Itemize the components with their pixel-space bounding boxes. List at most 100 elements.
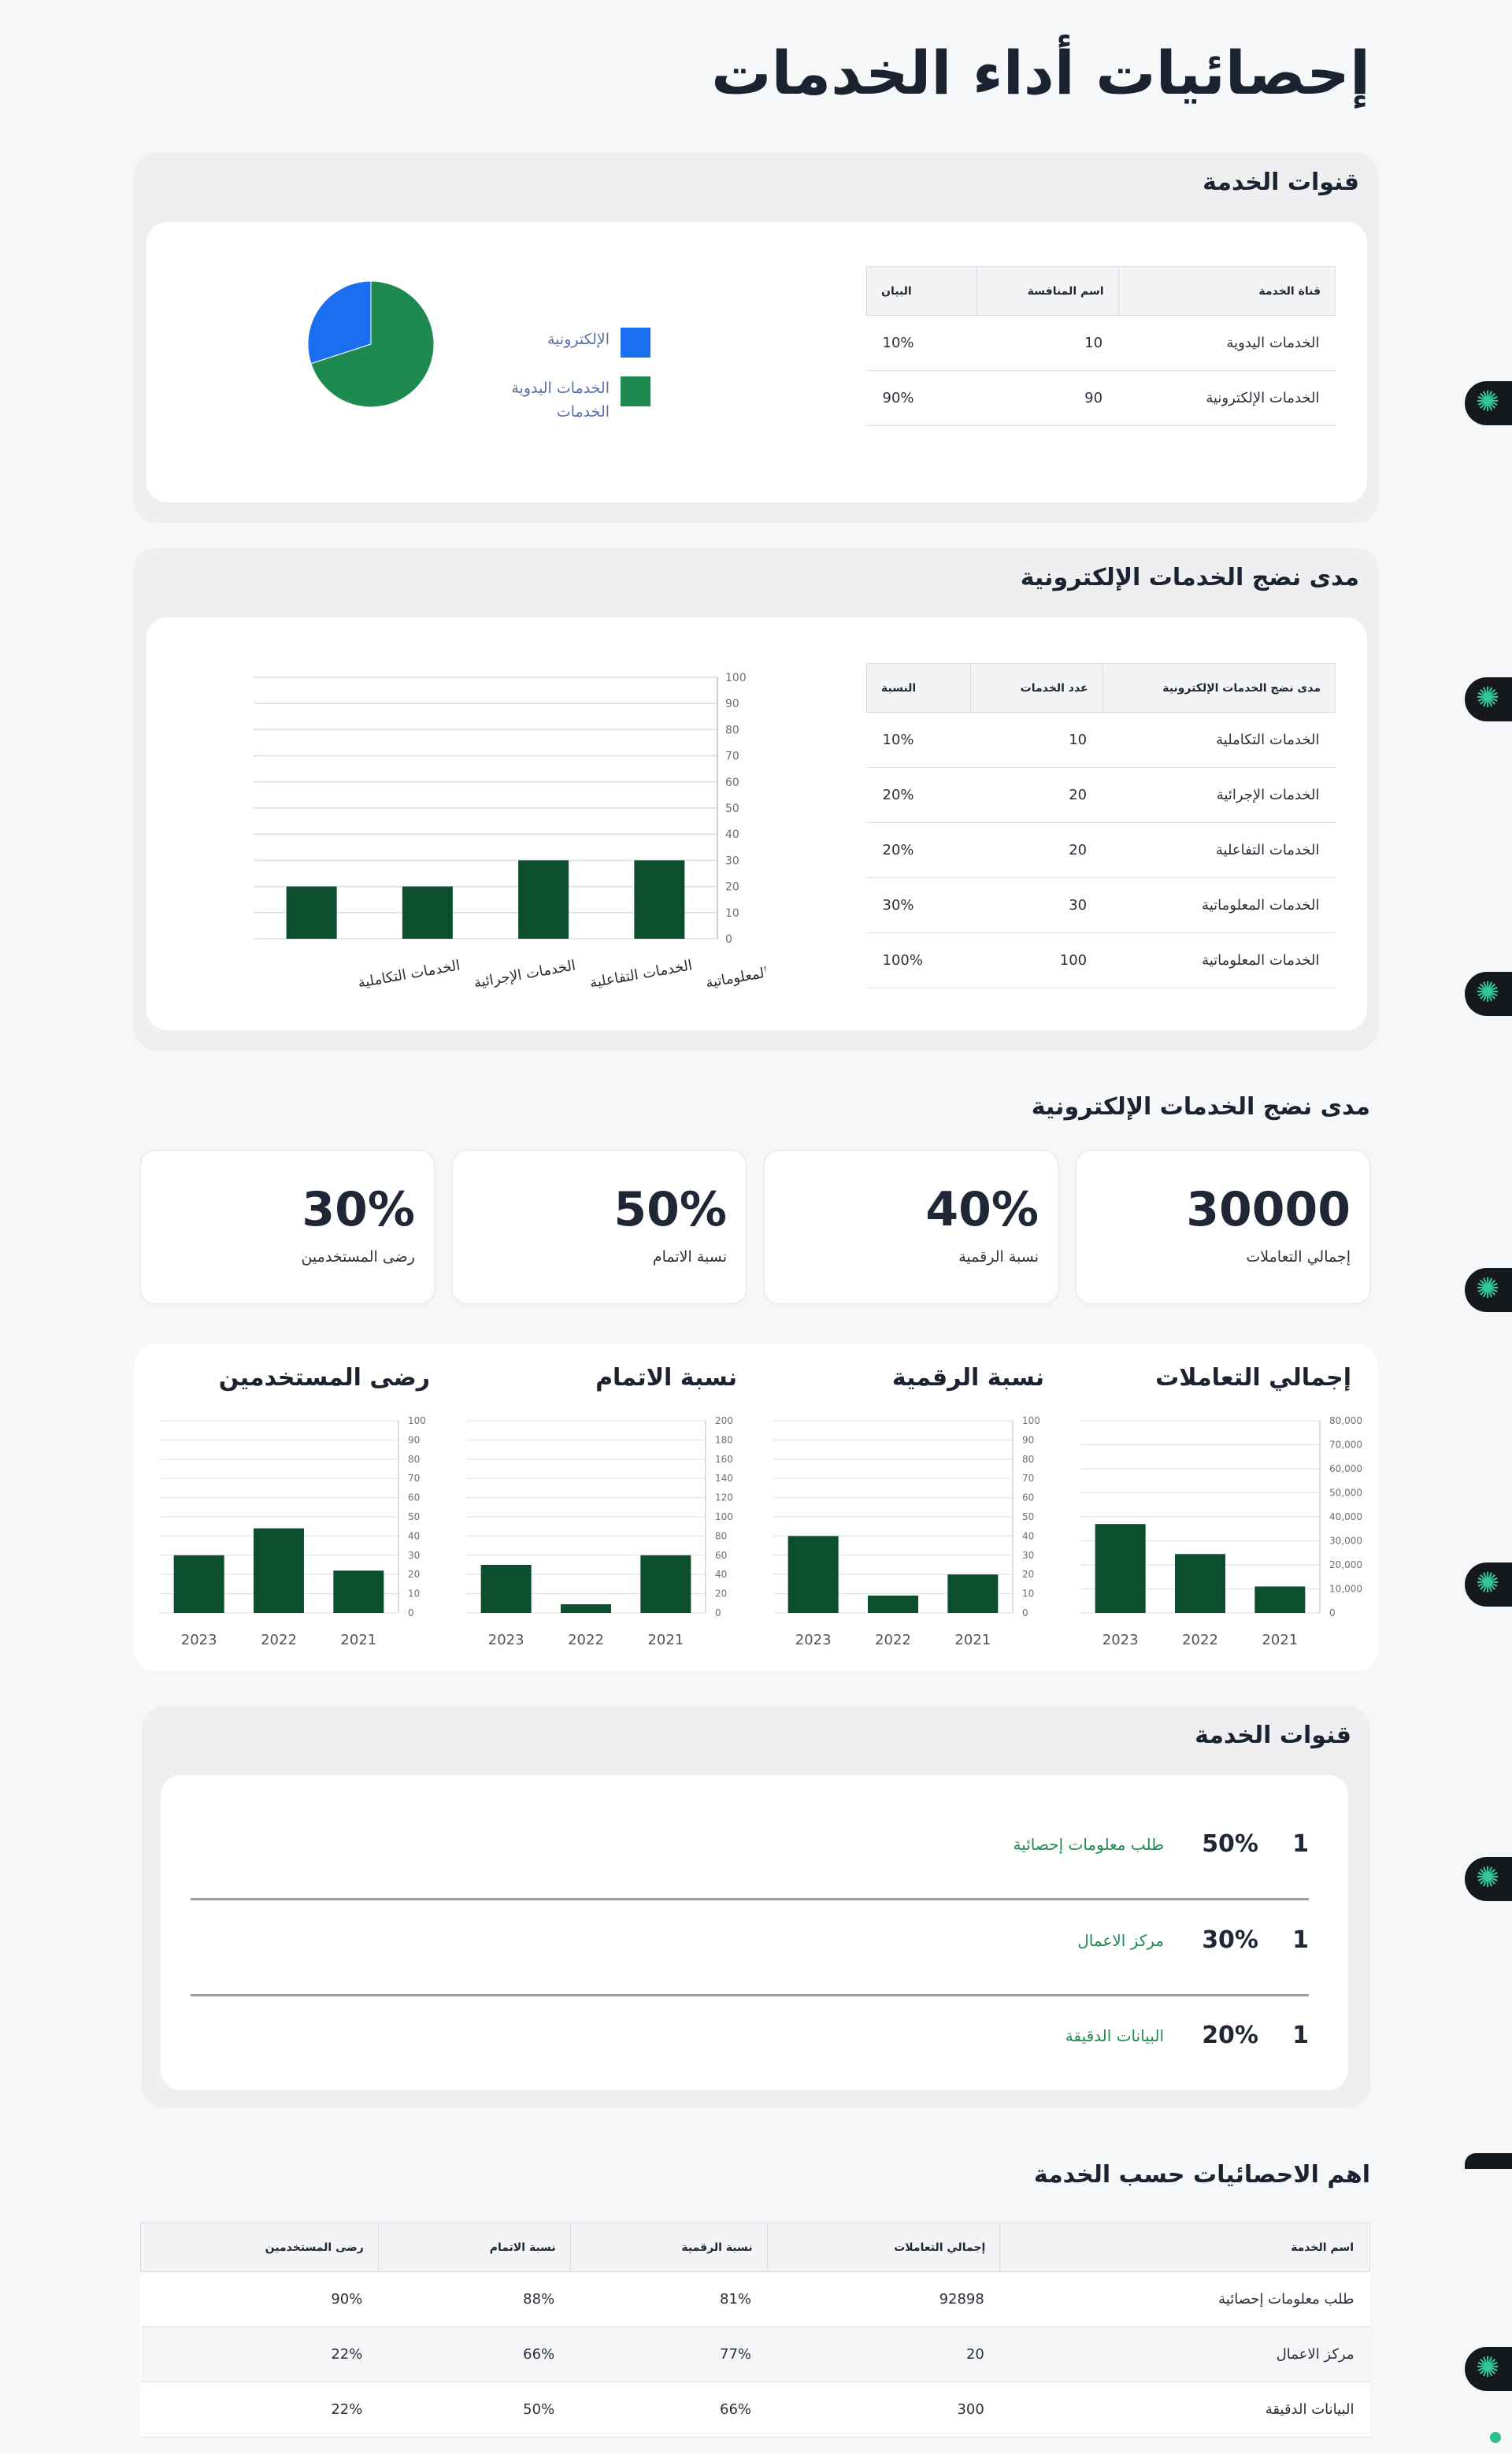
y-tick-label: 60 [725, 777, 739, 789]
assistant-launcher-button[interactable] [1465, 2153, 1512, 2169]
y-tick-label: 100 [725, 672, 747, 684]
page-title: إحصائيات أداء الخدمات [711, 38, 1370, 108]
y-tick-label: 90 [1022, 1434, 1034, 1445]
assistant-icon: ✺ [1476, 1862, 1500, 1894]
table-cell: الخدمات التكاملية [1102, 712, 1336, 768]
assistant-launcher-button[interactable]: ✺ [1465, 677, 1512, 721]
rank-percent: 20% [1202, 2022, 1258, 2049]
kpi-label: نسبة الاتمام [652, 1248, 727, 1266]
assistant-launcher-button[interactable]: ✺ [1465, 1268, 1512, 1312]
table-cell: 10 [970, 712, 1103, 768]
bar [640, 1555, 691, 1613]
table-cell: 20 [970, 822, 1103, 878]
bar [947, 1574, 999, 1613]
y-tick-label: 80 [715, 1530, 727, 1541]
bar [1175, 1554, 1225, 1613]
y-tick-label: 180 [715, 1434, 733, 1445]
bar [1095, 1524, 1146, 1613]
bar [1254, 1586, 1306, 1613]
maturity-panel-title: مدى نضج الخدمات الإلكترونية [1020, 564, 1359, 591]
x-tick-label: 2022 [261, 1632, 297, 1648]
pie-slice [310, 280, 435, 408]
table-cell: 92898 [767, 2271, 1000, 2327]
table-header: قناة الخدمة [1117, 266, 1336, 316]
table-cell: 88% [378, 2271, 571, 2327]
table-header: مدى نضج الخدمات الإلكترونية [1102, 663, 1336, 713]
maturity-bar-chart: 0 10 20 30 40 50 60 70 80 90 100 الخدمات التكاملية ا… [254, 672, 765, 992]
table-header: إجمالي التعاملات [766, 2222, 1001, 2272]
y-tick-label: 70,000 [1329, 1440, 1362, 1451]
rank-number: 1 [1292, 2022, 1309, 2049]
y-tick-label: 0 [1022, 1607, 1028, 1618]
y-tick-label: 20,000 [1329, 1559, 1362, 1570]
table-cell: 10% [866, 712, 971, 768]
kpi-value: 40% [925, 1182, 1039, 1237]
table-cell: 10 [976, 315, 1119, 371]
table-cell: 90% [866, 370, 977, 426]
table-cell: 30% [866, 877, 971, 933]
legend-swatch [621, 328, 650, 358]
y-tick-label: 10,000 [1329, 1584, 1362, 1595]
rank-number: 1 [1292, 1830, 1309, 1858]
x-tick-label: الخدمات الإجرائية [472, 958, 576, 992]
table-cell: 10% [866, 315, 977, 371]
rank-service-link[interactable]: البيانات الدقيقة [1065, 2026, 1164, 2045]
assistant-icon: ✺ [1476, 1567, 1500, 1600]
assistant-launcher-button[interactable]: ✺ [1465, 381, 1512, 425]
table-cell: مركز الاعمال [999, 2326, 1370, 2382]
channels-panel-body: قناة الخدمة اسم المنافسة البيان الخدمات … [146, 222, 1367, 502]
ranking-panel-body: 1 50% طلب معلومات إحصائية 1 30% مركز الا… [161, 1775, 1348, 2090]
y-tick-label: 60 [715, 1550, 727, 1561]
y-tick-label: 20 [725, 881, 739, 894]
assistant-launcher-button[interactable]: ✺ [1465, 2347, 1512, 2391]
assistant-launcher-button[interactable]: ✺ [1465, 1562, 1512, 1607]
x-tick-label: الخدمات التكاملية [357, 957, 461, 991]
table-cell: الخدمات التفاعلية [1102, 822, 1336, 878]
kpi-value: 50% [613, 1182, 727, 1237]
y-tick-label: 20 [715, 1588, 727, 1600]
y-tick-label: 60,000 [1329, 1463, 1362, 1474]
assistant-launcher-button[interactable]: ✺ [1465, 1857, 1512, 1901]
table-cell: 66% [570, 2382, 768, 2437]
table-cell: 100% [866, 932, 971, 988]
kpi-value: 30% [302, 1182, 415, 1237]
bar [518, 860, 569, 939]
y-tick-label: 100 [715, 1511, 733, 1522]
bar [333, 1570, 384, 1613]
table-cell: 100 [970, 932, 1103, 988]
table-cell: 20% [866, 822, 971, 878]
y-tick-label: 60 [408, 1492, 420, 1503]
table-header: نسبة الرقمية [569, 2222, 768, 2272]
table-cell: الخدمات اليدوية [1118, 315, 1336, 371]
table-header: نسبة الاتمام [377, 2222, 571, 2272]
pie-slice [307, 280, 372, 365]
table-cell: 50% [378, 2382, 571, 2437]
kpi-label: رضى المستخدمين [301, 1248, 415, 1266]
table-cell: 20 [767, 2326, 1000, 2382]
y-tick-label: 20 [408, 1569, 420, 1580]
kpi-card-total-transactions: 30000 إجمالي التعاملات [1076, 1150, 1370, 1304]
y-tick-label: 0 [1329, 1607, 1336, 1618]
table-cell: الخدمات المعلوماتية [1102, 877, 1336, 933]
ranking-panel-title: قنوات الخدمة [1195, 1722, 1351, 1749]
y-tick-label: 160 [715, 1454, 733, 1465]
y-tick-label: 10 [1022, 1588, 1034, 1600]
x-tick-label: 2022 [875, 1632, 911, 1648]
mini-chart-title: إجمالي التعاملات [1155, 1364, 1351, 1392]
ranking-list: 1 50% طلب معلومات إحصائية 1 30% مركز الا… [191, 1830, 1309, 2067]
rank-service-link[interactable]: طلب معلومات إحصائية [1013, 1835, 1164, 1854]
rank-service-link[interactable]: مركز الاعمال [1077, 1931, 1164, 1950]
y-tick-label: 30 [725, 854, 739, 867]
table-row: مركز الاعمال 20 77% 66% 22% [140, 2326, 1370, 2382]
table-row: الخدمات التفاعلية 20 20% [866, 822, 1336, 878]
table-cell: 30 [970, 877, 1103, 933]
table-cell: طلب معلومات إحصائية [999, 2271, 1370, 2327]
y-tick-label: 0 [715, 1607, 721, 1618]
table-cell: 20% [866, 767, 971, 823]
bar [480, 1565, 532, 1613]
assistant-launcher-button[interactable]: ✺ [1465, 972, 1512, 1016]
table-header: اسم الخدمة [999, 2222, 1370, 2272]
y-tick-label: 50,000 [1329, 1488, 1362, 1499]
rank-number: 1 [1292, 1926, 1309, 1954]
assistant-icon: ✺ [1476, 2352, 1500, 2384]
